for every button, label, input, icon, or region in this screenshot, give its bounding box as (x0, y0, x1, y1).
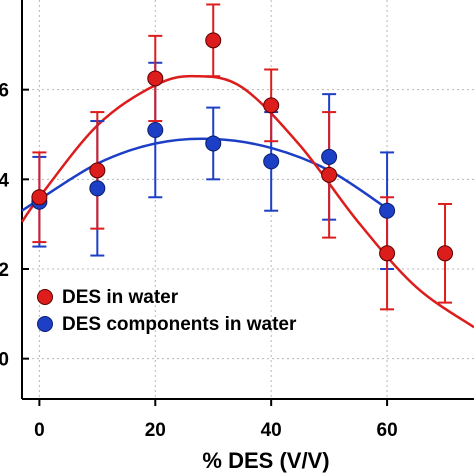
point-des-in-water (437, 245, 454, 262)
point-des-in-water (205, 32, 222, 49)
y-tick-label: 4 (0, 170, 9, 191)
error-bars (32, 3, 453, 311)
point-des-components (147, 122, 164, 139)
point-des-components (263, 153, 280, 170)
legend: DES in water DES components in water (37, 287, 297, 335)
y-tick-label: 6 (0, 81, 9, 102)
x-tick-label: 20 (145, 420, 166, 441)
point-des-in-water (379, 245, 396, 262)
x-tick-label: 40 (261, 420, 282, 441)
x-tick-label: 0 (34, 420, 45, 441)
point-des-in-water (147, 70, 164, 87)
point-des-components (379, 202, 396, 219)
point-des-components (321, 148, 338, 165)
grid (22, 0, 474, 399)
axes: 0 20 40 60 0 2 4 6 (0, 0, 474, 441)
y-tick-label: 0 (0, 350, 9, 371)
legend-marker-des-components (37, 316, 53, 332)
legend-label-des-in-water: DES in water (62, 287, 179, 308)
legend-label-des-components: DES components in water (62, 314, 297, 335)
point-des-in-water (31, 189, 48, 206)
point-des-in-water (89, 162, 106, 179)
point-des-in-water (321, 166, 338, 183)
point-des-components (89, 180, 106, 197)
legend-marker-des-in-water (37, 289, 53, 305)
data-points (31, 32, 454, 262)
x-axis-title: % DES (V/V) (202, 448, 329, 473)
x-tick-label: 60 (377, 420, 398, 441)
y-tick-label: 2 (0, 260, 9, 281)
point-des-components (205, 135, 222, 152)
point-des-in-water (263, 97, 280, 114)
